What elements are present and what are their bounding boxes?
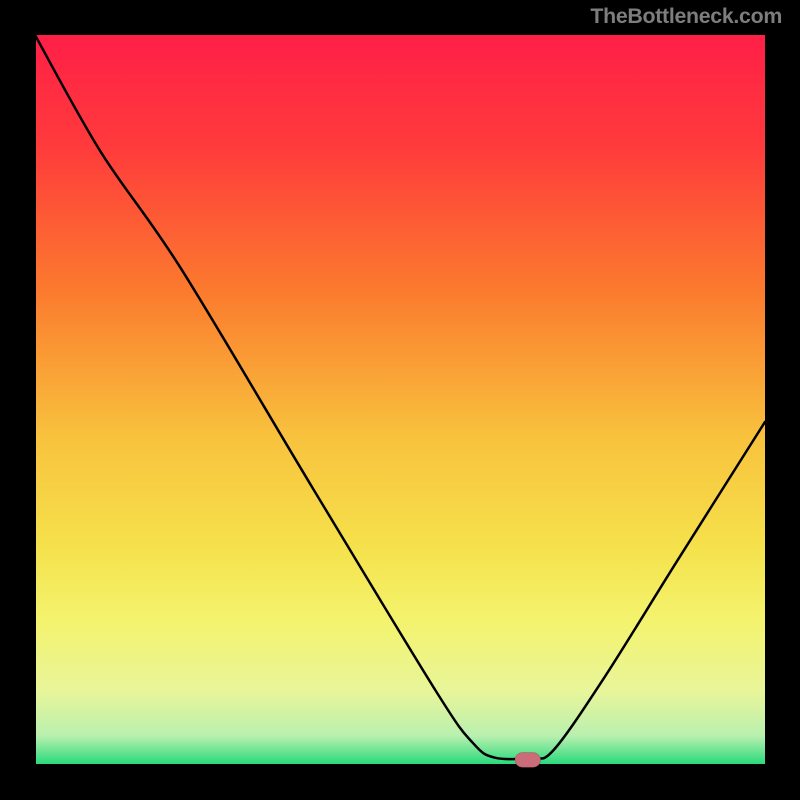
watermark-label: TheBottleneck.com (590, 4, 782, 29)
bottleneck-curve-chart (0, 0, 800, 800)
plot-area (35, 35, 765, 765)
optimum-marker (515, 753, 541, 768)
chart-frame: TheBottleneck.com (0, 0, 800, 800)
